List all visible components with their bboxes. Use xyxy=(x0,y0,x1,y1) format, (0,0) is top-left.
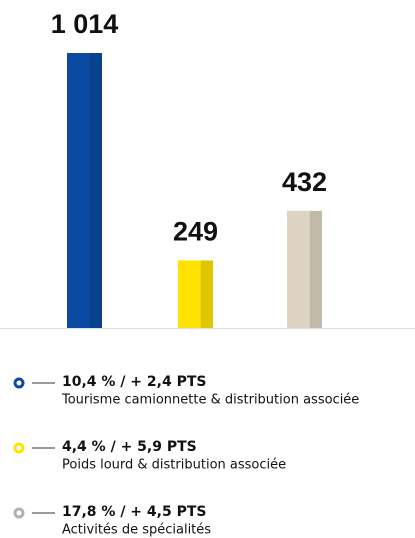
legend-name: Activités de spécialités xyxy=(62,523,211,538)
legend-stat: 17,8 % / + 4,5 PTS xyxy=(62,504,206,520)
value-label: 249 xyxy=(173,217,218,247)
value-label: 1 014 xyxy=(51,9,119,39)
legend-marker xyxy=(13,442,25,454)
bar-shade xyxy=(89,53,102,328)
legend-name: Tourisme camionnette & distribution asso… xyxy=(61,393,359,408)
legend-stat: 4,4 % / + 5,9 PTS xyxy=(62,439,197,455)
bar-shade xyxy=(200,260,213,328)
legend-stat: 10,4 % / + 2,4 PTS xyxy=(62,374,206,390)
bar xyxy=(178,260,213,328)
bar xyxy=(67,53,102,328)
value-label: 432 xyxy=(282,167,327,197)
legend-name: Poids lourd & distribution associée xyxy=(62,458,286,473)
legend-marker xyxy=(13,507,25,519)
legend-marker xyxy=(13,377,25,389)
bar-shade xyxy=(309,210,322,328)
bar xyxy=(287,210,322,328)
